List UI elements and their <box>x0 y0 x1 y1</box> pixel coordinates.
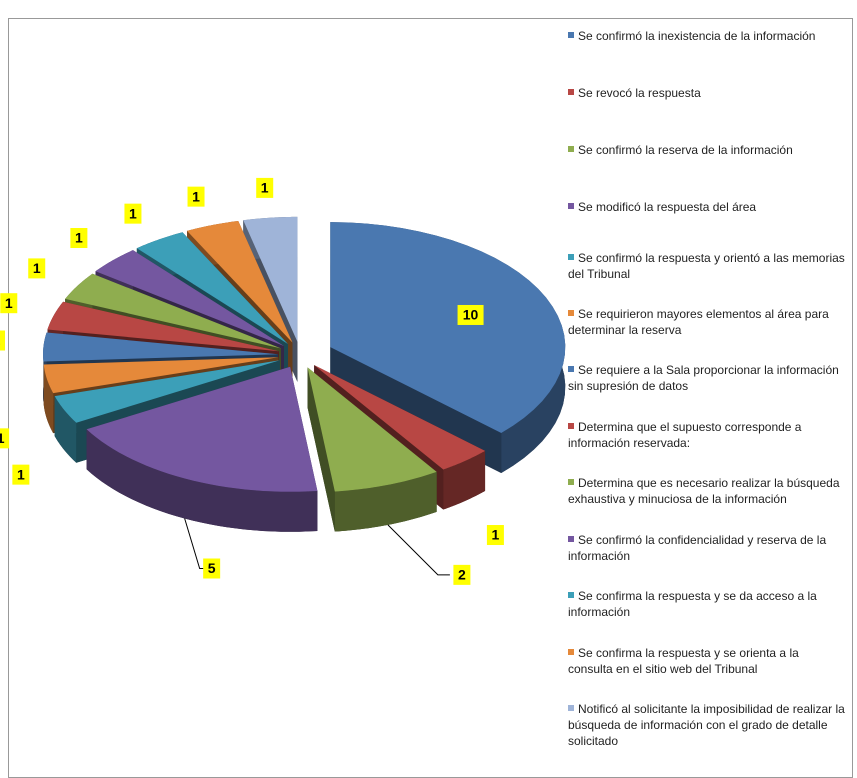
legend-label: Se confirmó la confidencialidad y reserv… <box>568 533 827 563</box>
legend-marker <box>568 32 574 38</box>
slice-side <box>54 396 77 463</box>
legend-entry: Se requiere a la Sala proporcionar la in… <box>568 362 846 394</box>
data-label-bg <box>0 293 18 314</box>
data-label-bg <box>187 186 205 207</box>
data-label: 1 <box>33 260 41 276</box>
legend-marker <box>568 254 574 260</box>
data-label-bg <box>256 177 274 198</box>
legend-marker <box>568 146 574 152</box>
slice-side <box>334 471 437 532</box>
data-label: 1 <box>492 527 500 543</box>
slice <box>330 222 566 433</box>
legend-entry: Se confirmó la reserva de la información <box>568 142 846 158</box>
slice-side <box>86 429 318 532</box>
slice <box>54 360 280 423</box>
data-label: 1 <box>75 230 83 246</box>
legend-marker <box>568 366 574 372</box>
legend-marker <box>568 203 574 209</box>
legend-entry: Determina que el supuesto corresponde a … <box>568 419 846 451</box>
legend-entry: Se confirmó la confidencialidad y reserv… <box>568 532 846 564</box>
legend-entry: Se confirma la respuesta y se da acceso … <box>568 588 846 620</box>
data-label: 5 <box>208 560 216 576</box>
legend-marker <box>568 423 574 429</box>
legend-label: Se modificó la respuesta del área <box>578 200 757 214</box>
legend-label: Notificó al solicitante la imposibilidad… <box>568 702 845 748</box>
data-label: 1 <box>192 188 200 204</box>
data-label: 1 <box>129 205 137 221</box>
data-label: 2 <box>458 567 466 583</box>
slice <box>243 216 298 342</box>
legend-label: Se confirma la respuesta y se da acceso … <box>568 589 817 619</box>
slice <box>43 357 279 394</box>
data-label: 1 <box>17 466 25 482</box>
legend-entry: Se confirma la respuesta y se orienta a … <box>568 645 846 677</box>
data-label: 1 <box>261 180 269 196</box>
data-label-bg <box>457 304 484 325</box>
data-label: 1 <box>0 430 5 446</box>
leader-line <box>387 524 450 576</box>
data-label-bg <box>203 558 221 579</box>
legend-label: Se revocó la respuesta <box>578 86 701 100</box>
data-label-bg <box>0 330 6 351</box>
legend-label: Se confirmó la respuesta y orientó a las… <box>568 251 845 281</box>
legend-entry: Se revocó la respuesta <box>568 85 846 101</box>
legend-entry: Se requirieron mayores elementos al área… <box>568 306 846 338</box>
legend-entry: Se confirmó la respuesta y orientó a las… <box>568 250 846 282</box>
data-label-bg <box>124 203 142 224</box>
legend-label: Se requirieron mayores elementos al área… <box>568 307 829 337</box>
slice <box>136 232 288 344</box>
data-label: 1 <box>0 332 1 348</box>
data-label-bg <box>453 564 471 585</box>
legend-label: Se requiere a la Sala proporcionar la in… <box>568 363 839 393</box>
data-label-bg <box>28 258 46 279</box>
slice <box>43 332 279 362</box>
legend-marker <box>568 649 574 655</box>
slice-wall <box>54 360 280 437</box>
slice-side <box>43 364 54 434</box>
slice-wall <box>307 367 335 532</box>
legend-label: Se confirmó la inexistencia de la inform… <box>578 29 816 43</box>
legend-marker <box>568 536 574 542</box>
data-label-bg <box>486 525 504 546</box>
slice <box>314 365 486 470</box>
slice <box>47 301 279 352</box>
legend-marker <box>568 479 574 485</box>
legend-marker <box>568 705 574 711</box>
legend-entry: Notificó al solicitante la imposibilidad… <box>568 701 846 749</box>
legend-marker <box>568 310 574 316</box>
data-label: 10 <box>463 307 479 323</box>
legend-label: Se confirmó la reserva de la información <box>578 143 793 157</box>
slice-side <box>443 450 486 510</box>
data-label-bg <box>0 428 10 449</box>
slice <box>187 220 293 343</box>
slice <box>95 250 284 346</box>
legend-entry: Se modificó la respuesta del área <box>568 199 846 215</box>
legend-label: Se confirma la respuesta y se orienta a … <box>568 646 799 676</box>
legend-entry: Se confirmó la inexistencia de la inform… <box>568 28 846 44</box>
data-label-bg <box>12 464 30 485</box>
slice <box>307 367 437 492</box>
legend-entry: Determina que es necesario realizar la b… <box>568 475 846 507</box>
data-label-bg <box>70 228 88 249</box>
legend-label: Determina que el supuesto corresponde a … <box>568 420 802 450</box>
data-label: 1 <box>5 295 13 311</box>
slice <box>65 273 281 349</box>
legend-marker <box>568 89 574 95</box>
slice <box>86 366 318 492</box>
legend-label: Determina que es necesario realizar la b… <box>568 476 840 506</box>
legend-marker <box>568 592 574 598</box>
